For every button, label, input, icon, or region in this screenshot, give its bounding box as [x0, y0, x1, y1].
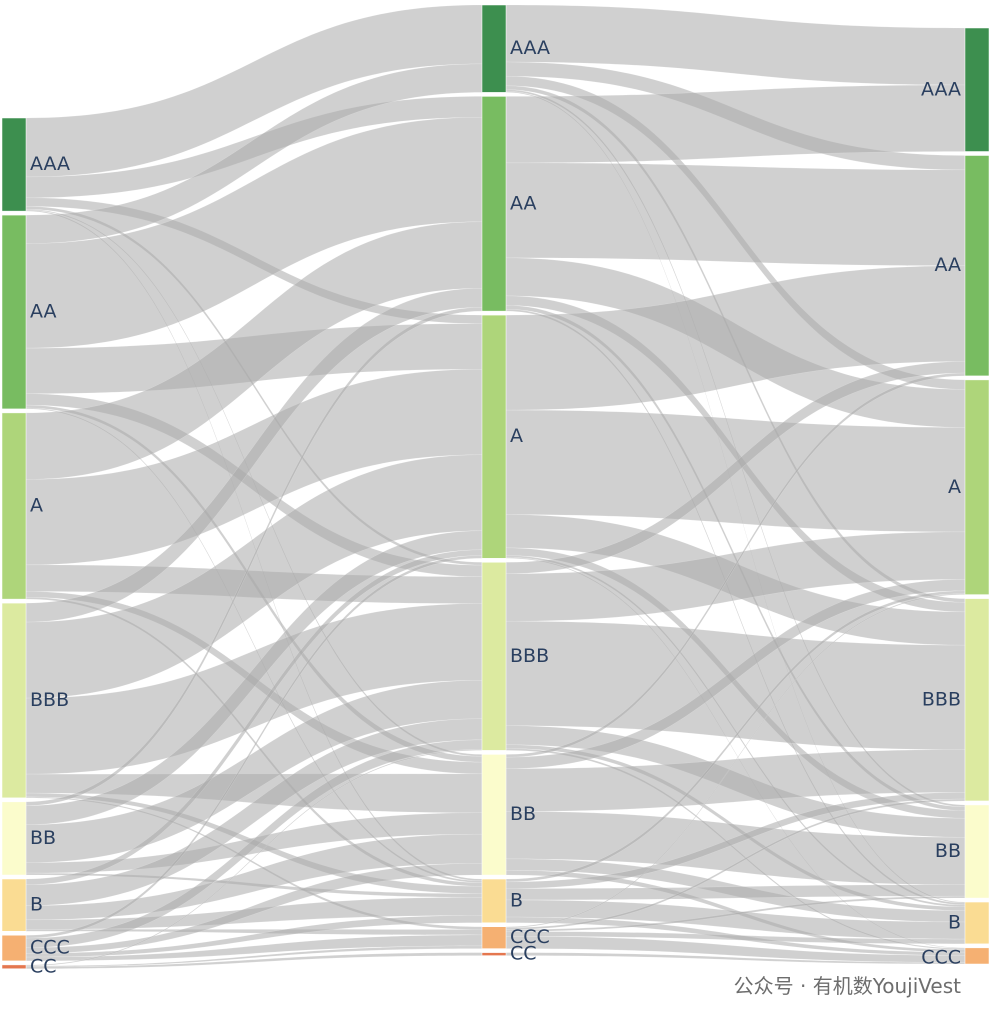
- node-col2-ccc[interactable]: [481, 926, 507, 949]
- link-aa-to-aaa[interactable]: [505, 84, 966, 164]
- node-col1-aaa[interactable]: [1, 117, 27, 212]
- node-label-col3-bb: BB: [935, 840, 961, 862]
- node-label-col3-aaa: AAA: [921, 78, 961, 100]
- node-col1-b[interactable]: [1, 878, 27, 932]
- node-label-col1-bb: BB: [30, 827, 56, 849]
- node-col3-a[interactable]: [964, 379, 990, 595]
- node-col2-bb[interactable]: [481, 754, 507, 876]
- node-label-col3-b: B: [948, 911, 961, 933]
- node-col2-bbb[interactable]: [481, 562, 507, 751]
- node-label-col1-b: B: [30, 894, 43, 916]
- node-col2-cc[interactable]: [481, 952, 507, 956]
- node-col1-cc[interactable]: [1, 964, 27, 969]
- node-label-col3-aa: AA: [934, 254, 961, 276]
- node-col3-aaa[interactable]: [964, 27, 990, 152]
- nodes-layer: [1, 4, 990, 969]
- node-col3-bbb[interactable]: [964, 598, 990, 802]
- node-col3-b[interactable]: [964, 901, 990, 945]
- node-label-col3-bbb: BBB: [922, 688, 961, 710]
- node-label-col1-a: A: [30, 495, 43, 517]
- node-col1-aa[interactable]: [1, 214, 27, 410]
- labels-layer: AAAAAABBBBBBCCCCCAAAAAABBBBBBCCCCCAAAAAA…: [30, 37, 961, 977]
- node-col3-aa[interactable]: [964, 155, 990, 377]
- node-col2-aaa[interactable]: [481, 4, 507, 93]
- node-label-col1-aaa: AAA: [30, 153, 70, 175]
- node-label-col2-ccc: CCC: [510, 926, 550, 948]
- node-col1-ccc[interactable]: [1, 935, 27, 962]
- watermark-text: 公众号 · 有机数YoujiVest: [733, 974, 961, 998]
- node-col2-b[interactable]: [481, 878, 507, 923]
- node-label-col2-b: B: [510, 889, 523, 911]
- node-label-col1-aa: AA: [30, 301, 57, 323]
- node-label-col3-ccc: CCC: [921, 946, 961, 968]
- node-col2-aa[interactable]: [481, 96, 507, 312]
- node-col1-bbb[interactable]: [1, 602, 27, 799]
- node-label-col2-cc: CC: [510, 943, 537, 965]
- node-label-col1-cc: CC: [30, 955, 57, 977]
- node-col3-bb[interactable]: [964, 804, 990, 899]
- node-label-col2-bbb: BBB: [510, 645, 549, 667]
- node-col1-a[interactable]: [1, 412, 27, 600]
- link-aa-to-aa[interactable]: [505, 162, 966, 266]
- node-col3-ccc[interactable]: [964, 947, 990, 965]
- node-label-col3-a: A: [948, 476, 961, 498]
- node-label-col1-ccc: CCC: [30, 937, 70, 959]
- node-col2-a[interactable]: [481, 314, 507, 559]
- node-label-col2-a: A: [510, 425, 523, 447]
- node-label-col2-aaa: AAA: [510, 37, 550, 59]
- node-label-col1-bbb: BBB: [30, 689, 69, 711]
- node-col1-bb[interactable]: [1, 801, 27, 876]
- links-layer: [25, 4, 966, 969]
- node-label-col2-bb: BB: [510, 803, 536, 825]
- node-label-col2-aa: AA: [510, 192, 537, 214]
